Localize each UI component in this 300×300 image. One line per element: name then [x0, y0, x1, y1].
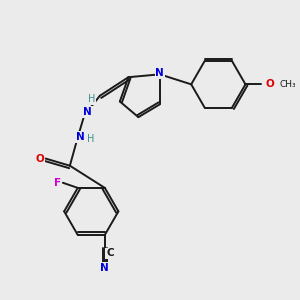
- Text: O: O: [35, 154, 44, 164]
- Text: O: O: [266, 79, 274, 89]
- Text: H: H: [88, 94, 95, 104]
- Text: F: F: [54, 178, 61, 188]
- Text: CH₃: CH₃: [280, 80, 296, 89]
- Text: N: N: [100, 263, 109, 273]
- Text: N: N: [76, 132, 85, 142]
- Text: C: C: [106, 248, 114, 258]
- Text: N: N: [83, 107, 92, 117]
- Text: H: H: [87, 134, 94, 144]
- Text: N: N: [155, 68, 164, 78]
